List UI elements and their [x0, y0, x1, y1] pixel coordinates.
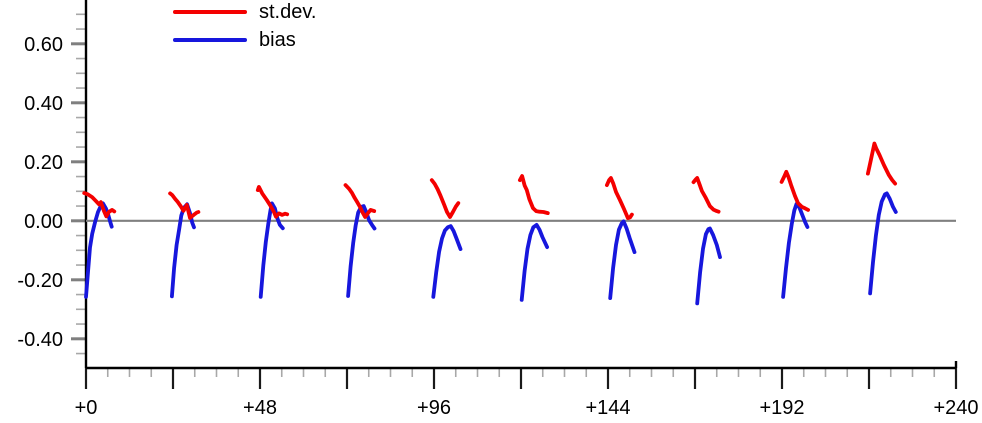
stdev-curve-segment-144: [605, 176, 634, 221]
stdev-curve-segment-216: [866, 141, 897, 186]
bias-curve-segment-192: [781, 202, 810, 299]
bias-curve-segment-72: [346, 204, 377, 298]
stdev-curve-segment-168: [691, 176, 721, 214]
x-tick-label-+48: +48: [243, 397, 277, 419]
bias-curve-segment-96: [431, 224, 463, 299]
legend-label-bias: bias: [259, 29, 296, 51]
stdev-curve-segment-120: [518, 174, 550, 216]
legend-item-bias: bias: [173, 26, 316, 54]
legend-swatch-stdev: [173, 10, 247, 14]
x-tick-label-+192: +192: [759, 397, 804, 419]
x-tick-label-+144: +144: [585, 397, 630, 419]
y-tick-label--0.20: -0.20: [17, 270, 63, 292]
x-tick-label-+0: +0: [75, 397, 98, 419]
stdev-curve-segment-72: [343, 183, 377, 219]
legend-label-stdev: st.dev.: [259, 1, 317, 23]
bias-curve-segment-120: [519, 222, 549, 302]
stdev-curve-segment-48: [255, 184, 290, 219]
y-tick-label-0.60: 0.60: [24, 34, 63, 56]
bias-curve-segment-216: [868, 191, 898, 296]
y-tick-label-0.40: 0.40: [24, 93, 63, 115]
stdev-curve-segment-24: [168, 191, 201, 220]
x-tick-label-+96: +96: [417, 397, 451, 419]
y-tick-label-0.00: 0.00: [24, 211, 63, 233]
stdev-curve-segment-0: [82, 191, 117, 219]
legend-swatch-bias: [173, 38, 247, 42]
stdev-curve-segment-192: [779, 169, 810, 212]
y-tick-label-0.20: 0.20: [24, 152, 63, 174]
legend: st.dev. bias: [173, 0, 316, 54]
x-tick-label-+240: +240: [933, 397, 978, 419]
bias-curve-segment-48: [258, 201, 285, 299]
y-tick-label--0.40: -0.40: [17, 329, 63, 351]
bias-curve-segment-144: [608, 219, 637, 301]
bias-curve-segment-168: [695, 226, 722, 306]
legend-item-stdev: st.dev.: [173, 0, 316, 26]
stdev-curve-segment-96: [429, 178, 461, 219]
